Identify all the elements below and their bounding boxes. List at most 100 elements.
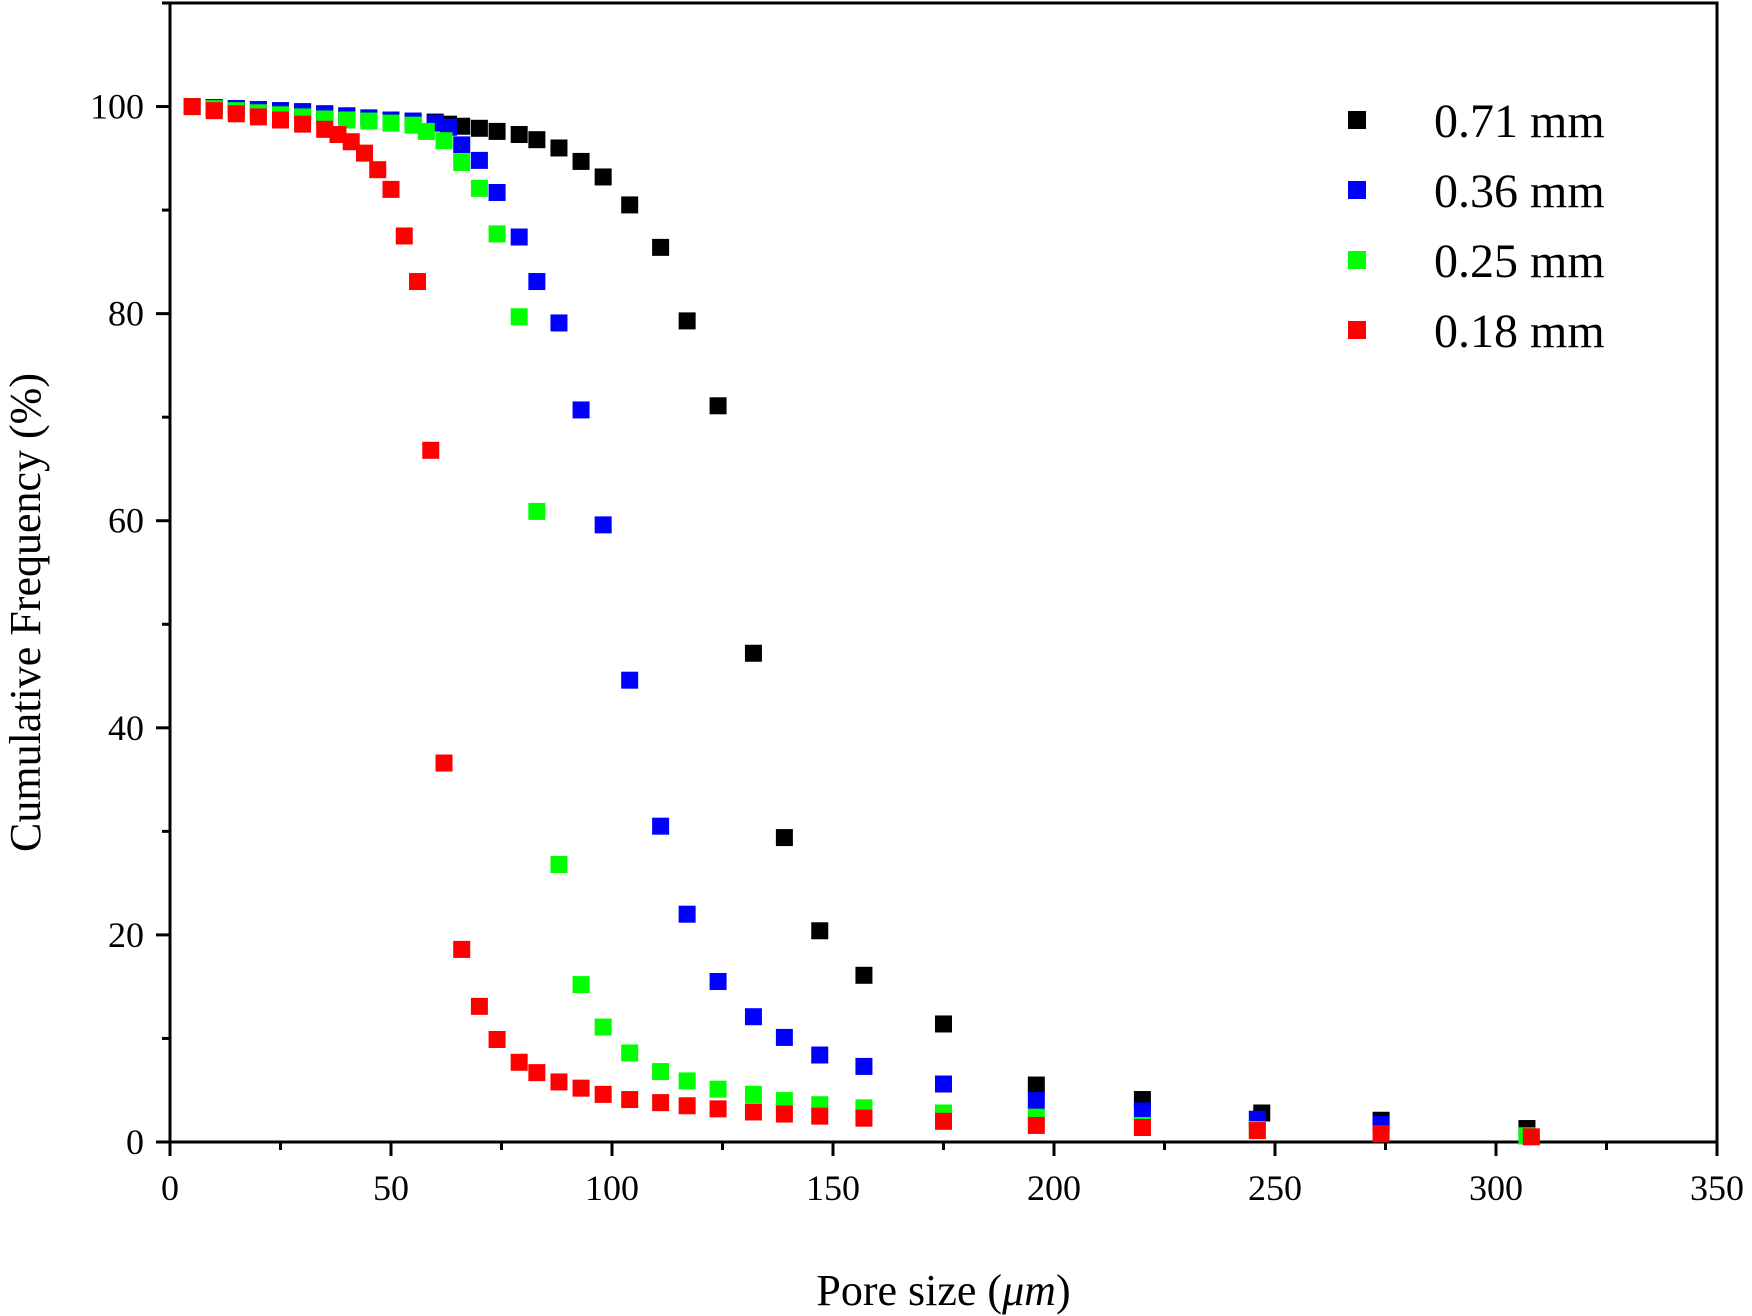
y-tick-label: 80 [108,294,144,334]
data-point [572,401,590,419]
data-point [744,1008,762,1026]
series-0-36-mm [183,98,1536,1145]
data-point [709,1100,727,1118]
data-point [1133,1102,1151,1120]
data-point [621,1091,639,1109]
data-point [338,111,356,129]
data-point [550,855,568,873]
data-point [404,116,422,134]
data-point [1522,1128,1540,1146]
x-axis-title: Pore size (μm) [816,1266,1070,1315]
data-point [395,227,413,245]
data-point [510,228,528,246]
data-point [470,119,488,137]
data-point [855,1109,873,1127]
legend-item: 0.71 mm [1348,95,1605,148]
legend-label: 0.36 mm [1434,165,1605,218]
data-point [439,118,457,136]
y-tick-label: 20 [108,915,144,955]
x-axis: 0 50 100 150 200 250 300 350 [161,1142,1744,1208]
data-point [652,817,670,835]
data-point [811,1107,829,1125]
data-point [744,644,762,662]
data-point [488,183,506,201]
legend-marker [1348,321,1366,339]
plot-area [168,1,1719,1146]
y-tick-label: 100 [90,87,144,127]
data-point [1372,1125,1390,1143]
data-point [360,112,378,130]
data-point [678,1072,696,1090]
legend-item: 0.18 mm [1348,305,1605,358]
data-point [621,196,639,214]
series-0-18-mm [183,98,1540,1146]
data-point [811,1046,829,1064]
data-point [249,108,267,126]
data-point [1248,1122,1266,1140]
data-point [294,115,312,133]
data-point [422,441,440,459]
data-point [369,161,387,179]
data-point [652,1063,670,1081]
series-0-25-mm [183,98,1536,1145]
data-point [775,1092,793,1110]
y-tick-label: 0 [126,1122,144,1162]
data-point [594,516,612,534]
legend-item: 0.36 mm [1348,165,1605,218]
data-point [183,98,201,116]
x-tick-label: 50 [373,1168,409,1208]
data-point [550,314,568,332]
data-point [470,997,488,1015]
data-point [453,117,471,135]
legend-item: 0.25 mm [1348,235,1605,288]
x-tick-label: 150 [806,1168,860,1208]
data-point [470,151,488,169]
data-point [935,1112,952,1130]
data-point [342,133,360,151]
legend-marker [1348,181,1366,199]
data-point [205,102,223,120]
legend-marker [1348,111,1366,129]
data-point [572,152,590,170]
data-point [382,114,400,132]
data-point [572,976,590,994]
data-point [510,308,528,326]
x-axis-title-close: ) [1056,1266,1071,1315]
data-point [775,1028,793,1046]
data-point [678,1097,696,1115]
data-point [488,1030,506,1048]
data-point [409,273,427,291]
data-point [594,1085,612,1103]
data-point [678,905,696,923]
data-point [528,502,546,520]
data-point [528,1064,546,1082]
data-point [316,120,334,138]
data-point [417,122,435,140]
data-point [621,1044,639,1062]
data-point [935,1015,952,1033]
x-tick-label: 200 [1027,1168,1081,1208]
data-point [709,397,727,415]
data-point [470,179,488,197]
data-point [744,1103,762,1121]
data-point [329,126,347,144]
data-point [594,168,612,186]
x-tick-label: 0 [161,1168,179,1208]
x-axis-title-text: Pore size ( [816,1266,1002,1315]
data-point [453,136,471,154]
data-point [382,180,400,198]
data-point [811,922,829,940]
data-point [652,1094,670,1112]
y-axis: 0 20 40 60 80 100 [90,1,170,1162]
data-points-layer [183,98,1540,1146]
data-point [453,153,471,171]
data-point [744,1085,762,1103]
data-point [1027,1116,1045,1134]
x-tick-label: 350 [1690,1168,1744,1208]
data-point [453,940,471,958]
data-point [227,105,245,123]
data-point [528,273,546,291]
data-point [435,132,453,150]
y-axis-title: Cumulative Frequency (%) [1,373,50,852]
